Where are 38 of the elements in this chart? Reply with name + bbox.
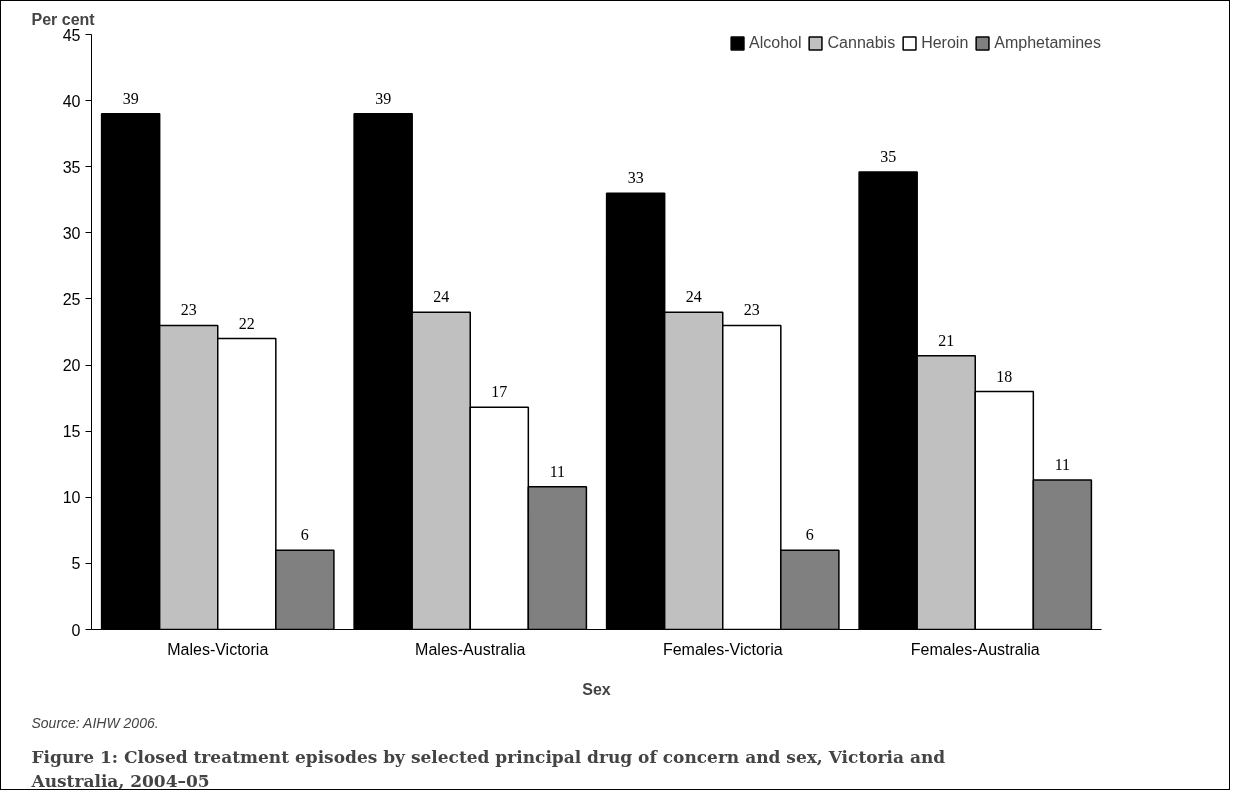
x-axis-title: Sex	[582, 680, 611, 698]
data-label: 6	[805, 526, 814, 544]
y-tick-label: 25	[62, 290, 81, 308]
y-tick-label: 10	[62, 489, 81, 507]
data-label: 33	[627, 169, 644, 187]
data-label: 6	[300, 526, 309, 544]
y-tick-label: 0	[71, 621, 81, 639]
y-tick-label: 30	[62, 224, 81, 242]
data-label: 17	[491, 383, 508, 401]
x-tick-label: Males-Australia	[415, 640, 526, 658]
data-label: 22	[238, 314, 255, 332]
data-label: 24	[433, 288, 450, 306]
data-label: 23	[180, 301, 197, 319]
x-tick-label: Females-Australia	[910, 640, 1040, 658]
source-note: Source: AIHW 2006.	[31, 715, 159, 731]
y-tick-label: 20	[62, 357, 81, 375]
y-tick-label: 35	[62, 158, 81, 176]
legend-label: Cannabis	[827, 34, 896, 52]
data-label: 18	[996, 367, 1013, 385]
legend-label: Alcohol	[749, 34, 802, 52]
data-label: 11	[549, 462, 566, 480]
y-tick-label: 45	[62, 26, 81, 44]
legend-label: Heroin	[921, 34, 969, 52]
y-axis-title: Per cent	[31, 10, 96, 28]
data-label: 39	[122, 89, 139, 107]
data-label: 24	[685, 288, 702, 306]
text: Figure 1: Closed treatment episodes by selected principal drug of concern and sex, Victoria and Australia, 2004–05	[30, 746, 946, 791]
x-tick-label: Females-Victoria	[662, 640, 783, 658]
data-label: 21	[938, 331, 955, 349]
data-label: 23	[743, 301, 760, 319]
data-label: 39	[375, 89, 392, 107]
legend-label: Amphetamines	[994, 34, 1101, 52]
x-tick-label: Males-Victoria	[167, 640, 269, 658]
y-tick-label: 40	[62, 92, 81, 110]
y-tick-label: 5	[71, 555, 81, 573]
data-label: 11	[1054, 456, 1071, 474]
y-tick-label: 15	[62, 423, 81, 441]
data-label: 35	[880, 148, 897, 166]
